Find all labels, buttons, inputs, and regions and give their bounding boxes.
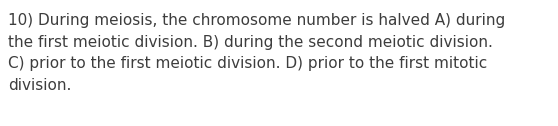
Text: 10) During meiosis, the chromosome number is halved A) during
the first meiotic : 10) During meiosis, the chromosome numbe…: [8, 13, 505, 93]
